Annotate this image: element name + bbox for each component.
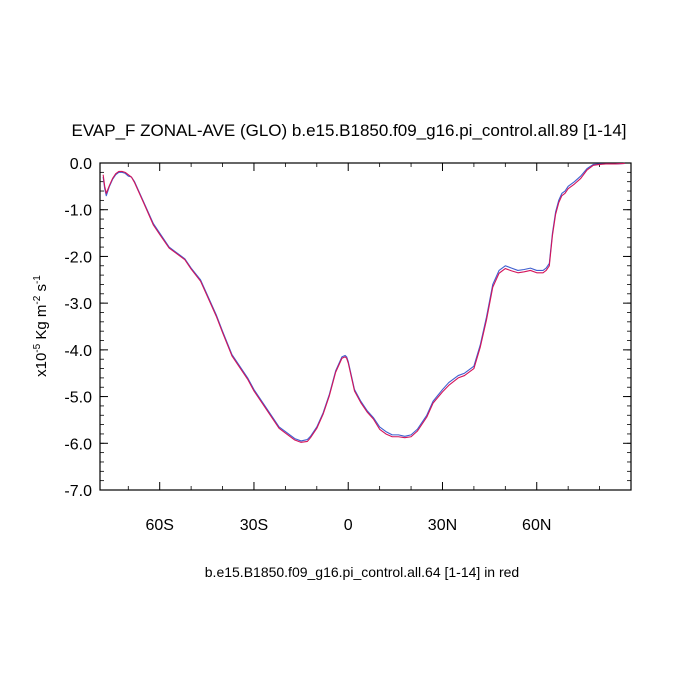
- chart-title: EVAP_F ZONAL-AVE (GLO) b.e15.B1850.f09_g…: [71, 121, 626, 140]
- plot-frame: [99, 162, 632, 491]
- x-axis: 60S 30S 0 30N 60N: [127, 163, 600, 534]
- comparison-note: b.e15.B1850.f09_g16.pi_control.all.64 [1…: [205, 564, 519, 580]
- x-tick-label: 30S: [240, 517, 268, 534]
- x-tick-label: 60S: [145, 517, 173, 534]
- y-tick-label: -7.0: [64, 483, 92, 500]
- y-axis: 0.0 -1.0 -2.0 -3.0 -4.0 -5.0 -6.0 -7.0: [64, 156, 631, 500]
- y-tick-label: -6.0: [64, 436, 92, 453]
- x-tick-label: 30N: [428, 517, 457, 534]
- y-tick-label: -1.0: [64, 203, 92, 220]
- x-tick-label: 60N: [522, 517, 551, 534]
- series-line-1: [102, 162, 625, 442]
- y-tick-label: 0.0: [70, 156, 92, 173]
- x-tick-label: 0: [344, 517, 353, 534]
- y-axis-title: x10-5 Kg m-2 s-1: [32, 275, 50, 377]
- y-tick-label: -4.0: [64, 343, 92, 360]
- series-layer: [102, 162, 625, 443]
- y-tick-label: -2.0: [64, 249, 92, 266]
- series-line-2: [102, 162, 625, 443]
- y-tick-label: -3.0: [64, 296, 92, 313]
- plot-border: [99, 162, 632, 491]
- y-tick-label: -5.0: [64, 390, 92, 407]
